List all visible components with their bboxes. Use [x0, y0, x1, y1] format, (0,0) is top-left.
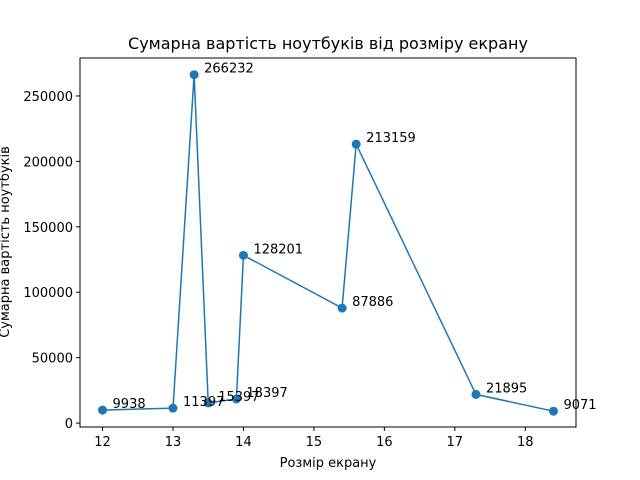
series-layer	[98, 70, 558, 416]
x-tick-label: 16	[376, 435, 393, 450]
x-axis: 12 13 14 15 16 17 18	[94, 427, 534, 450]
data-point	[548, 406, 558, 416]
data-point	[471, 389, 481, 399]
plot-frame	[79, 57, 577, 428]
data-label: 21895	[486, 381, 527, 396]
y-tick-label: 50000	[32, 352, 73, 367]
chart-title: Сумарна вартість ноутбуків від розміру е…	[128, 34, 528, 53]
data-point	[238, 250, 248, 260]
y-axis-label: Сумарна вартість ноутбуків	[0, 146, 13, 338]
series-line	[102, 74, 554, 412]
data-label: 128201	[253, 242, 303, 257]
data-point	[168, 403, 178, 413]
data-label: 87886	[352, 295, 393, 310]
data-point	[337, 303, 347, 313]
x-tick-label: 12	[94, 435, 111, 450]
x-tick-label: 15	[306, 435, 323, 450]
data-label: 11397	[183, 395, 224, 410]
data-label: 266232	[204, 62, 254, 77]
data-point	[231, 394, 241, 404]
data-label: 9938	[113, 397, 146, 412]
y-tick-label: 200000	[23, 155, 73, 170]
data-point	[203, 398, 213, 408]
x-tick-label: 18	[517, 435, 534, 450]
data-point	[351, 139, 361, 149]
y-tick-label: 150000	[23, 221, 73, 236]
y-tick-label: 100000	[23, 286, 73, 301]
data-label: 9071	[563, 398, 596, 413]
data-label: 18397	[246, 386, 287, 401]
y-tick-label: 0	[65, 417, 73, 432]
x-axis-label: Розмір екрану	[280, 456, 377, 471]
x-tick-label: 13	[165, 435, 182, 450]
y-axis: 0 50000 100000 150000 200000 250000	[23, 90, 80, 432]
x-tick-label: 14	[235, 435, 252, 450]
x-tick-label: 17	[447, 435, 464, 450]
plot-area	[79, 57, 577, 428]
data-label: 15397	[218, 390, 259, 405]
data-label: 213159	[366, 131, 416, 146]
data-point	[98, 405, 108, 415]
y-tick-label: 250000	[23, 90, 73, 105]
data-point	[189, 70, 199, 80]
